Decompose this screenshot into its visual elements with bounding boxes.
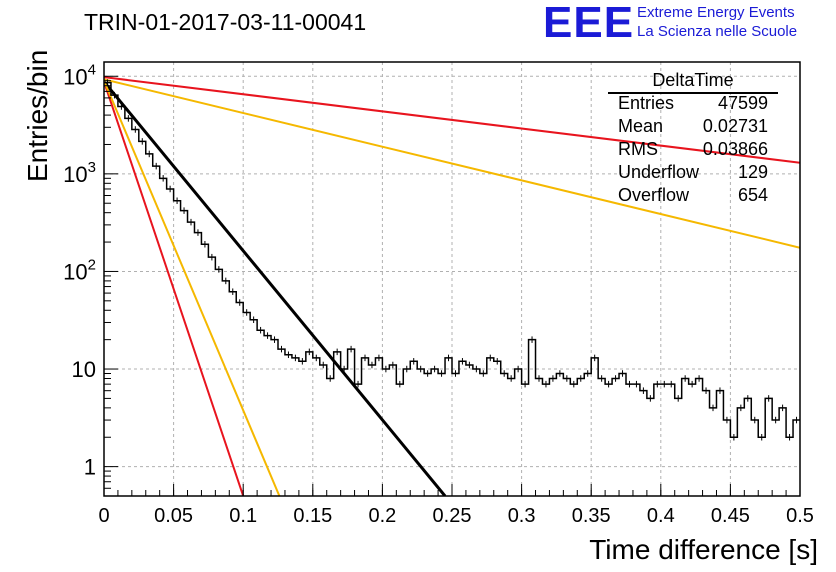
y-tick-exponent: 2 — [88, 256, 96, 273]
stat-row-rms: RMS 0.03866 — [618, 139, 768, 161]
stat-value: 129 — [737, 162, 768, 182]
y-tick-exponent: 4 — [88, 61, 96, 78]
fit-line — [104, 78, 800, 249]
stat-key: RMS — [618, 139, 658, 159]
fit-line — [104, 76, 800, 164]
logo-line-2: La Scienza nelle Scuole — [637, 23, 798, 40]
stat-key: Mean — [618, 116, 664, 136]
stat-row-mean: Mean 0.02731 — [618, 116, 768, 138]
y-tick-label: 103 — [63, 159, 96, 187]
stats-title: DeltaTime — [652, 70, 734, 90]
stat-row-underflow: Underflow 129 — [618, 162, 768, 184]
x-tick-label: 0.4 — [647, 505, 675, 527]
y-tick-label: 1 — [84, 455, 96, 480]
fit-curves — [104, 76, 800, 496]
logo-line-1: Extreme Energy Events — [637, 4, 795, 21]
y-tick-base: 10 — [63, 162, 87, 187]
x-tick-label: 0.45 — [711, 505, 750, 527]
x-tick-label: 0.35 — [572, 505, 611, 527]
stat-value: 0.02731 — [702, 116, 768, 136]
stat-value: 0.03866 — [702, 139, 768, 159]
chart-title: TRIN-01-2017-03-11-00041 — [84, 9, 367, 35]
y-axis-label-text: Entries/bin — [22, 49, 53, 182]
stat-key: Overflow — [618, 185, 690, 205]
histogram — [104, 79, 800, 441]
y-tick-label: 104 — [63, 61, 96, 89]
x-tick-label: 0.05 — [154, 505, 193, 527]
stat-row-overflow: Overflow 654 — [618, 185, 768, 207]
y-tick-label: 102 — [63, 256, 96, 284]
fit-line — [104, 80, 281, 496]
y-tick-base: 10 — [63, 64, 87, 89]
x-axis: 0 0.05 0.1 0.15 0.2 0.25 0.3 0.35 0.4 0.45 0.5 — [98, 484, 814, 527]
y-tick-exponent: 3 — [88, 159, 96, 176]
stats-divider — [608, 92, 778, 94]
stat-value: 47599 — [717, 93, 768, 113]
histogram-steps — [104, 81, 800, 438]
x-tick-label: 0.3 — [508, 505, 536, 527]
x-tick-label: 0.1 — [229, 505, 257, 527]
x-tick-label: 0.5 — [786, 505, 814, 527]
x-tick-label: 0.15 — [293, 505, 332, 527]
x-axis-label: Time difference [s] — [589, 534, 818, 565]
stat-value: 654 — [737, 185, 768, 205]
stat-key: Underflow — [618, 162, 700, 182]
eee-logo: EEE — [543, 0, 635, 47]
stat-key: Entries — [618, 93, 675, 113]
fit-line — [104, 80, 447, 496]
x-tick-label: 0 — [98, 505, 109, 527]
y-tick-label: 10 — [72, 357, 96, 382]
x-tick-label: 0.25 — [433, 505, 472, 527]
stat-row-entries: Entries 47599 — [618, 93, 768, 115]
fit-line — [104, 81, 245, 496]
stats-box: DeltaTime Entries 47599 Mean 0.02731 RMS… — [608, 70, 778, 212]
x-tick-label: 0.2 — [368, 505, 396, 527]
y-tick-base: 10 — [63, 259, 87, 284]
